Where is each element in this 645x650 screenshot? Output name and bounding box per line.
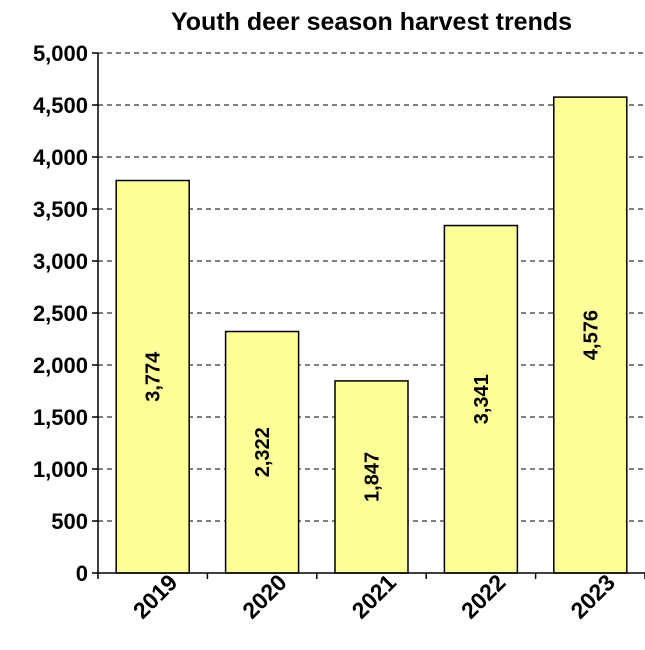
- y-tick-label: 4,500: [33, 93, 88, 118]
- bar: [224, 330, 300, 574]
- y-tick-label: 0: [76, 561, 88, 586]
- bar-value-label: 3,774: [143, 351, 165, 402]
- chart-title: Youth deer season harvest trends: [170, 8, 573, 36]
- bar: [553, 96, 628, 574]
- bar-value-label: 3,341: [471, 374, 493, 424]
- x-tick-label: 2022: [456, 569, 511, 624]
- y-tick-label: 4,000: [33, 145, 88, 170]
- bar-value-label: 2,322: [252, 427, 274, 477]
- y-tick-label: 3,500: [33, 197, 88, 222]
- y-tick-label: 2,500: [33, 301, 88, 326]
- y-tick-label: 500: [51, 509, 88, 534]
- bar-value-label: 1,847: [362, 452, 384, 502]
- y-tick-label: 1,500: [33, 405, 88, 430]
- bar-value-label: 4,576: [580, 310, 602, 360]
- x-tick-label: 2023: [565, 569, 620, 624]
- y-tick-label: 5,000: [33, 41, 88, 66]
- y-tick-label: 2,000: [33, 353, 88, 378]
- x-tick-label: 2019: [128, 569, 183, 624]
- x-tick-label: 2020: [237, 569, 292, 624]
- x-tick-label: 2021: [347, 569, 402, 624]
- y-tick-label: 3,000: [33, 249, 88, 274]
- y-tick-label: 1,000: [33, 457, 88, 482]
- bar: [115, 179, 190, 574]
